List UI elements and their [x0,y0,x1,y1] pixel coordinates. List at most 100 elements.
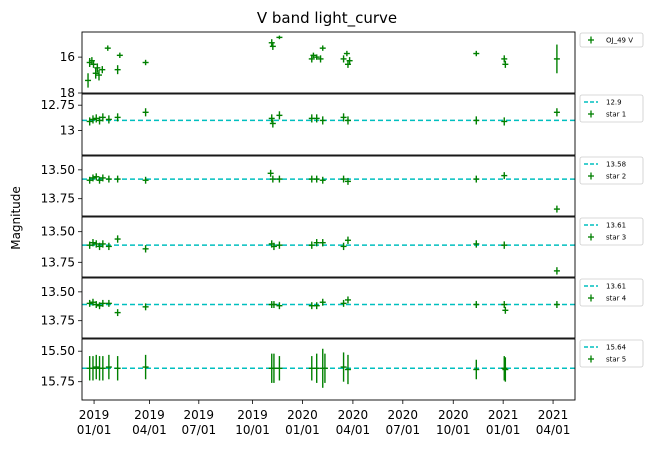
legend-label: 12.9 [606,99,622,107]
chart-title: V band light_curve [257,9,397,28]
legend-label: star 2 [606,173,626,181]
data-point [313,239,320,247]
data-point [89,356,96,381]
data-point [90,60,97,68]
y-tick-label: 13.50 [41,285,75,299]
data-point [344,296,351,304]
data-point [473,359,480,380]
legend-label: star 5 [606,356,626,364]
legend: 13.58 star 2 [579,156,644,185]
data-point [553,44,560,74]
data-point [142,108,149,117]
data-point [340,352,347,382]
data-point [270,301,277,308]
data-point [86,241,93,249]
panel-oj49: 16 18 OJ_49 V [60,31,644,100]
y-tick-label: 16 [60,50,75,64]
legend-label: star 3 [606,234,626,242]
legend: 13.61 star 3 [579,217,644,246]
x-axis: 2019 01/01 2019 04/01 2019 07/01 2019 10/01 2020… [77,400,571,437]
data-point [105,175,112,183]
data-point [93,301,100,308]
data-point [502,306,509,314]
legend-label: star 1 [606,111,626,119]
data-point [89,298,96,306]
legend-label: 13.61 [606,222,626,230]
data-point [313,114,320,123]
data-point [502,357,509,382]
data-point [99,299,106,307]
data-point [473,50,480,57]
data-point [276,35,283,40]
data-point [313,302,320,310]
data-point [114,309,121,317]
y-tick-label: 15.50 [41,344,75,358]
axes-frame [81,31,576,94]
data-point [344,236,351,244]
legend: 13.61 star 4 [579,278,644,307]
data-point [276,356,283,381]
panel-star5: 15.50 15.75 15.64 star 5 [41,338,644,401]
data-point [308,55,315,63]
data-point [319,239,326,247]
data-point [553,205,560,213]
data-point [114,356,121,381]
data-point [310,52,317,59]
data-point [313,353,320,383]
data-point [270,353,277,383]
legend-box [579,217,644,246]
data-point [346,57,353,65]
data-point [89,174,96,182]
y-tick-label: 13.50 [41,225,75,239]
data-point [473,116,480,125]
y-tick-label: 18 [60,86,75,100]
axes-frame [81,277,576,339]
data-point [114,65,121,75]
data-point [319,116,326,125]
panel-star3: 13.50 13.75 13.61 star 3 [41,216,644,278]
data-point [501,301,508,308]
data-point [501,117,508,126]
data-point [93,240,100,248]
data-point [96,302,103,310]
x-tick-label: 2020 04/01 [336,408,371,437]
panel-star2: 13.50 13.75 13.58 star 2 [41,155,644,217]
data-point [313,175,320,183]
data-point [105,354,112,380]
data-point [340,299,347,307]
y-tick-label: 13.50 [41,163,75,177]
data-point [340,175,347,183]
data-point [553,301,560,308]
data-point [142,303,149,311]
data-point [276,241,283,249]
data-point [86,117,93,126]
data-point [268,39,275,47]
y-tick-label: 13.75 [41,255,75,269]
data-point [501,241,508,249]
data-point [319,176,326,184]
data-point [344,354,351,385]
data-point [553,108,560,117]
axes-frame [81,338,576,401]
data-point [317,55,324,63]
data-point [96,176,103,184]
y-tick-label: 13.75 [41,314,75,328]
data-point [321,353,328,383]
data-point [114,235,121,243]
x-tick-label: 2021 04/01 [536,408,571,437]
data-point [85,73,92,88]
y-tick-label: 13.75 [41,192,75,206]
data-point [344,177,351,185]
legend-box [579,278,644,307]
legend-label: 13.58 [606,161,626,169]
data-point [89,115,96,124]
legend-box [579,94,644,123]
data-point [553,267,560,275]
y-axis-label: Magnitude [9,186,23,250]
data-point [105,115,112,124]
data-point [142,245,149,253]
data-point [276,111,283,120]
axes-frame [81,155,576,217]
legend: OJ_49 V [579,32,644,48]
data-point [501,172,508,180]
